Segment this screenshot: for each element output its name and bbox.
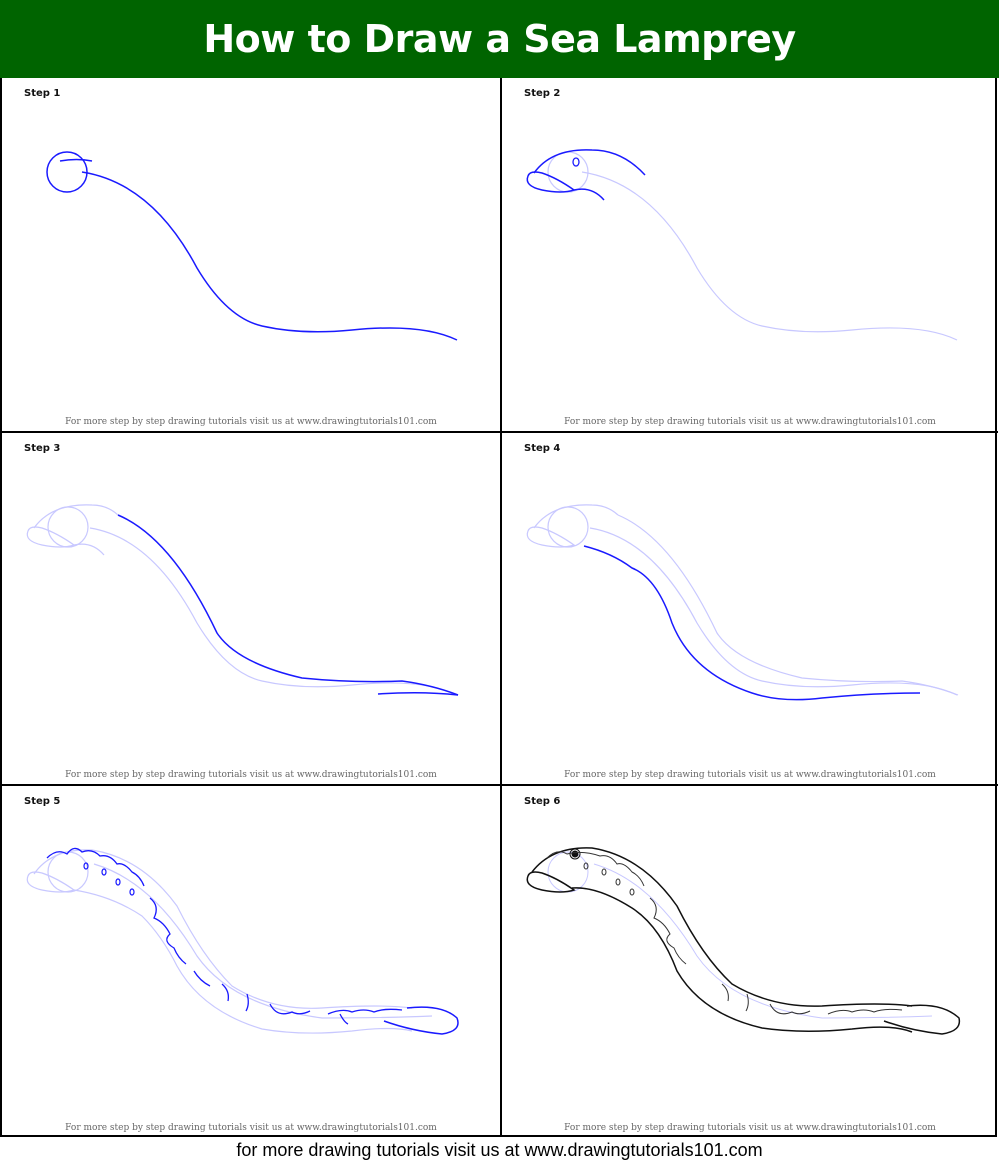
step-5-drawing [26, 847, 459, 1035]
step-2-drawing [526, 149, 958, 341]
step-label: Step 5 [24, 796, 61, 807]
step-6-panel: Step 6 For more step by step drawing tut… [500, 784, 998, 1137]
step-label: Step 6 [524, 796, 561, 807]
page-title: How to Draw a Sea Lamprey [203, 17, 796, 61]
footer-credit: for more drawing tutorials visit us at w… [236, 1140, 763, 1160]
credit-text: For more step by step drawing tutorials … [65, 417, 437, 427]
steps-grid: Step 1 For more step by step drawing tut… [0, 78, 998, 1137]
step-3-panel: Step 3 For more step by step drawing tut… [2, 431, 500, 784]
credit-text: For more step by step drawing tutorials … [65, 770, 437, 780]
step-label: Step 2 [524, 88, 561, 99]
step-5-panel: Step 5 For more step by step drawing tut… [2, 784, 500, 1137]
credit-text: For more step by step drawing tutorials … [65, 1123, 437, 1133]
step-3-drawing [26, 504, 459, 696]
step-6-drawing [526, 847, 961, 1035]
credit-text: For more step by step drawing tutorials … [564, 1123, 936, 1133]
step-4-panel: Step 4 For more step by step drawing tut… [500, 431, 998, 784]
step-1-panel: Step 1 For more step by step drawing tut… [2, 78, 500, 431]
step-2-panel: Step 2 For more step by step drawing tut… [500, 78, 998, 431]
title-banner: How to Draw a Sea Lamprey [0, 0, 999, 78]
step-label: Step 4 [524, 443, 561, 454]
credit-text: For more step by step drawing tutorials … [564, 770, 936, 780]
credit-text: For more step by step drawing tutorials … [564, 417, 936, 427]
step-4-drawing [526, 504, 959, 701]
step-label: Step 1 [24, 88, 61, 99]
step-label: Step 3 [24, 443, 61, 454]
step-1-drawing [46, 151, 458, 341]
